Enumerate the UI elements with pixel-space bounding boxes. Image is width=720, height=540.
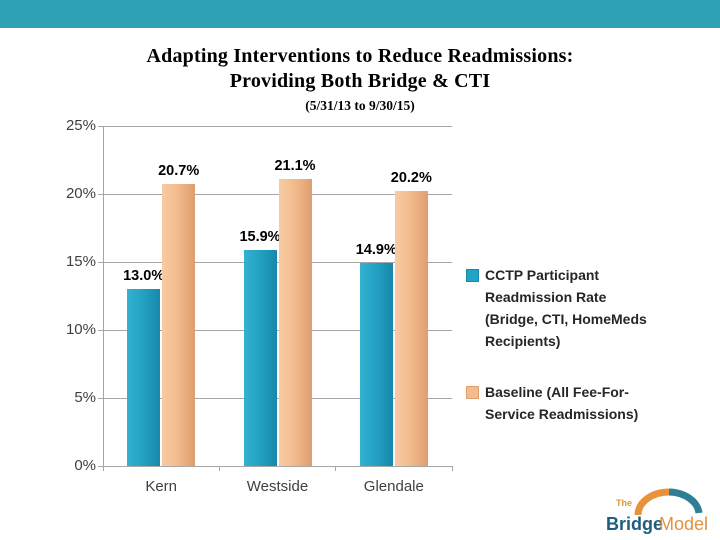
gridline [103,193,452,195]
chart-title-block: Adapting Interventions to Reduce Readmis… [8,44,712,114]
logo-arch-right-icon [668,488,703,514]
y-axis-tick [98,261,103,263]
y-axis-tick [98,329,103,331]
legend-swatch [466,386,479,399]
gridline [103,125,452,127]
legend-item: CCTP Participant Readmission Rate (Bridg… [466,264,662,352]
legend-item: Baseline (All Fee-For-Service Readmissio… [466,381,662,425]
chart-title-line2: Providing Both Bridge & CTI [229,70,491,92]
chart-subtitle: (5/31/13 to 9/30/15) [305,98,415,113]
x-axis-tick [451,466,453,471]
y-axis-tick [98,193,103,195]
y-axis-tick-label: 10% [65,321,96,338]
logo-text-the: The [616,498,632,508]
data-label: 20.7% [158,163,200,180]
bridge-model-logo: The Bridge Model [606,488,708,534]
chart-title-line1: Adapting Interventions to Reduce Readmis… [146,45,574,67]
bar-cctp [127,289,161,466]
category-label: Westside [246,478,309,495]
data-label: 21.1% [274,158,316,175]
gridline [103,465,452,467]
legend-swatch [466,269,479,282]
data-label: 13.0% [123,268,165,285]
y-axis-tick-label: 25% [65,117,96,134]
y-axis-tick [98,397,103,399]
logo-arch-left-icon [634,488,670,516]
legend-label: Baseline (All Fee-For-Service Readmissio… [485,384,639,422]
y-axis-labels: 0% 5% 10% 15% 20% 25% [40,117,96,474]
category-label: Kern [145,478,177,495]
top-accent-bar [0,0,720,28]
x-axis-tick [335,466,337,471]
bar-cctp [243,249,277,466]
bar-baseline [162,184,196,466]
gridline [103,397,452,399]
x-axis-tick [218,466,220,471]
bar-baseline [394,191,428,466]
bar-cctp [359,263,393,466]
bar-chart-plot-area: Kern 13.0% 20.7% Westside 15.9% 21.1% Glendale… [98,125,453,495]
y-axis-tick [98,465,103,467]
gridline [103,329,452,331]
y-axis-tick-label: 0% [74,457,96,474]
bar-baseline [278,179,312,466]
category-label: Glendale [363,478,424,495]
chart-legend: CCTP Participant Readmission Rate (Bridg… [466,264,662,454]
y-axis-tick [98,125,103,127]
gridline [103,261,452,263]
y-axis-tick-label: 5% [74,389,96,406]
x-axis-tick [102,466,104,471]
legend-label: CCTP Participant Readmission Rate (Bridg… [485,267,647,349]
y-axis-line [103,126,104,466]
data-label: 14.9% [355,242,397,259]
logo-text-bridge: Bridge [606,514,663,534]
y-axis-tick-label: 15% [65,253,96,270]
y-axis-tick-label: 20% [65,185,96,202]
data-label: 15.9% [239,228,281,245]
data-label: 20.2% [390,170,432,187]
logo-text-model: Model [659,514,708,534]
